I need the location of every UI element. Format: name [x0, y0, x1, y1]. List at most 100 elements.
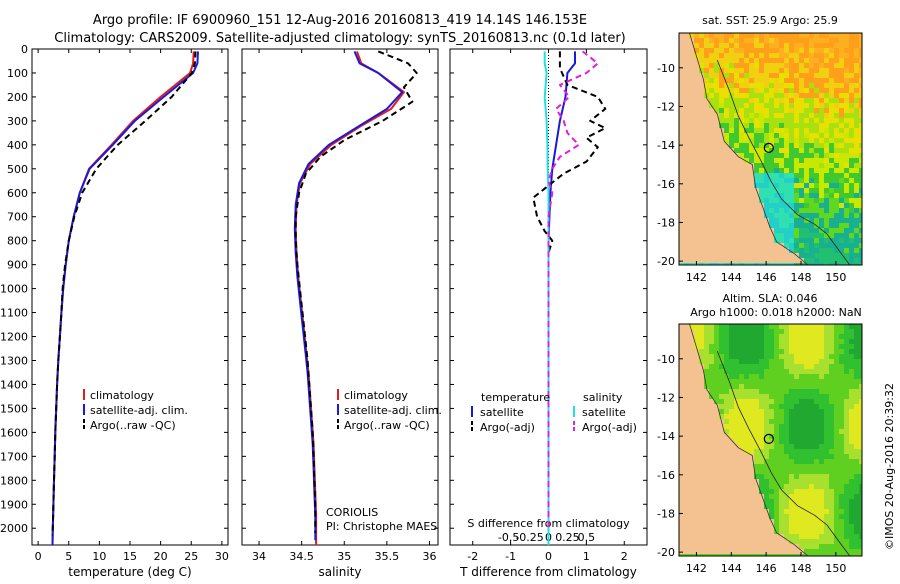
- sst-map-cell: [689, 223, 694, 228]
- sla-map-cell: [679, 464, 684, 469]
- sla-map-cell: [739, 419, 744, 424]
- sst-map-cell: [684, 253, 689, 258]
- sst-map-cell: [824, 168, 829, 173]
- sla-map-cell: [809, 549, 814, 554]
- sla-map-cell: [849, 549, 854, 554]
- sla-map-cell: [794, 524, 799, 529]
- sla-map-cell: [754, 534, 759, 539]
- sla-map-cell: [814, 524, 819, 529]
- sst-map-cell: [834, 38, 839, 43]
- sla-map-cell: [809, 424, 814, 429]
- sla-map-cell: [799, 349, 804, 354]
- sst-map-cell: [824, 193, 829, 198]
- sst-map-cell: [859, 218, 862, 223]
- sst-map-cell: [829, 143, 834, 148]
- sst-map-cell: [689, 218, 694, 223]
- sst-map-cell: [769, 158, 774, 163]
- sst-map-cell: [749, 88, 754, 93]
- sst-map-cell: [719, 113, 724, 118]
- sst-map-cell: [834, 113, 839, 118]
- sla-map-cell: [789, 379, 794, 384]
- sla-map-cell: [799, 459, 804, 464]
- sst-map-cell: [794, 103, 799, 108]
- sla-map-cell: [744, 349, 749, 354]
- sst-map-cell: [849, 53, 854, 58]
- sla-map-cell: [764, 499, 769, 504]
- sst-map-cell: [754, 143, 759, 148]
- sla-map-cell: [784, 384, 789, 389]
- sst-map-cell: [779, 43, 784, 48]
- sst-map-cell: [684, 153, 689, 158]
- sst-map-cell: [809, 193, 814, 198]
- sst-map-cell: [714, 38, 719, 43]
- sla-map-cell: [834, 439, 839, 444]
- sst-map-cell: [839, 238, 844, 243]
- sst-map-cell: [699, 113, 704, 118]
- sst-map-cell: [859, 228, 862, 233]
- sla-map-cell: [799, 489, 804, 494]
- sla-map-cell: [709, 369, 714, 374]
- sst-map-cell: [679, 133, 684, 138]
- sst-map-cell: [769, 108, 774, 113]
- sla-map-cell: [774, 379, 779, 384]
- sst-map-cell: [764, 103, 769, 108]
- sst-map-cell: [794, 98, 799, 103]
- sst-map-cell: [774, 58, 779, 63]
- sst-map-cell: [709, 68, 714, 73]
- sst-map-cell: [794, 118, 799, 123]
- sst-map-cell: [814, 243, 819, 248]
- sst-map-cell: [814, 63, 819, 68]
- sst-map-cell: [849, 208, 854, 213]
- sla-map-cell: [854, 519, 859, 524]
- sst-map-cell: [759, 38, 764, 43]
- sla-map-cell: [769, 439, 774, 444]
- sst-map-cell: [719, 158, 724, 163]
- sst-map-cell: [699, 53, 704, 58]
- sla-map-cell: [714, 474, 719, 479]
- sla-map-cell: [704, 399, 709, 404]
- sst-map-cell: [769, 153, 774, 158]
- sst-map-cell: [809, 33, 814, 38]
- sla-map-cell: [849, 544, 854, 549]
- sla-map-cell: [799, 519, 804, 524]
- sla-map-ytick-label: -20: [657, 546, 675, 559]
- sla-map-cell: [834, 429, 839, 434]
- sst-map-cell: [719, 253, 724, 258]
- sst-map-cell: [789, 93, 794, 98]
- sla-map-cell: [714, 544, 719, 549]
- sst-map-cell: [694, 68, 699, 73]
- sla-map-cell: [819, 459, 824, 464]
- sst-map-cell: [824, 53, 829, 58]
- sla-map-cell: [689, 339, 694, 344]
- sst-map-cell: [749, 93, 754, 98]
- sla-map-cell: [689, 384, 694, 389]
- sla-map-cell: [804, 424, 809, 429]
- sst-map-cell: [699, 153, 704, 158]
- sst-map-cell: [814, 123, 819, 128]
- sla-map-cell: [854, 404, 859, 409]
- sst-map-cell: [774, 93, 779, 98]
- sst-map-cell: [774, 98, 779, 103]
- sst-map-cell: [819, 128, 824, 133]
- sla-map-cell: [844, 324, 849, 329]
- sla-map-cell: [834, 554, 839, 556]
- sla-map-cell: [784, 359, 789, 364]
- sst-map-cell: [684, 118, 689, 123]
- sla-map-cell: [834, 519, 839, 524]
- sla-map-cell: [849, 384, 854, 389]
- sla-map-cell: [729, 464, 734, 469]
- sla-map-cell: [859, 404, 862, 409]
- sla-map-cell: [824, 359, 829, 364]
- sla-map-cell: [809, 379, 814, 384]
- sla-map-cell: [704, 509, 709, 514]
- sst-map-cell: [719, 258, 724, 263]
- sla-map-cell: [739, 444, 744, 449]
- sst-map-cell: [719, 183, 724, 188]
- sla-map-cell: [779, 419, 784, 424]
- sst-map-cell: [744, 158, 749, 163]
- sst-map-cell: [744, 213, 749, 218]
- sla-map-cell: [729, 354, 734, 359]
- sla-map-cell: [734, 329, 739, 334]
- sst-map-cell: [684, 173, 689, 178]
